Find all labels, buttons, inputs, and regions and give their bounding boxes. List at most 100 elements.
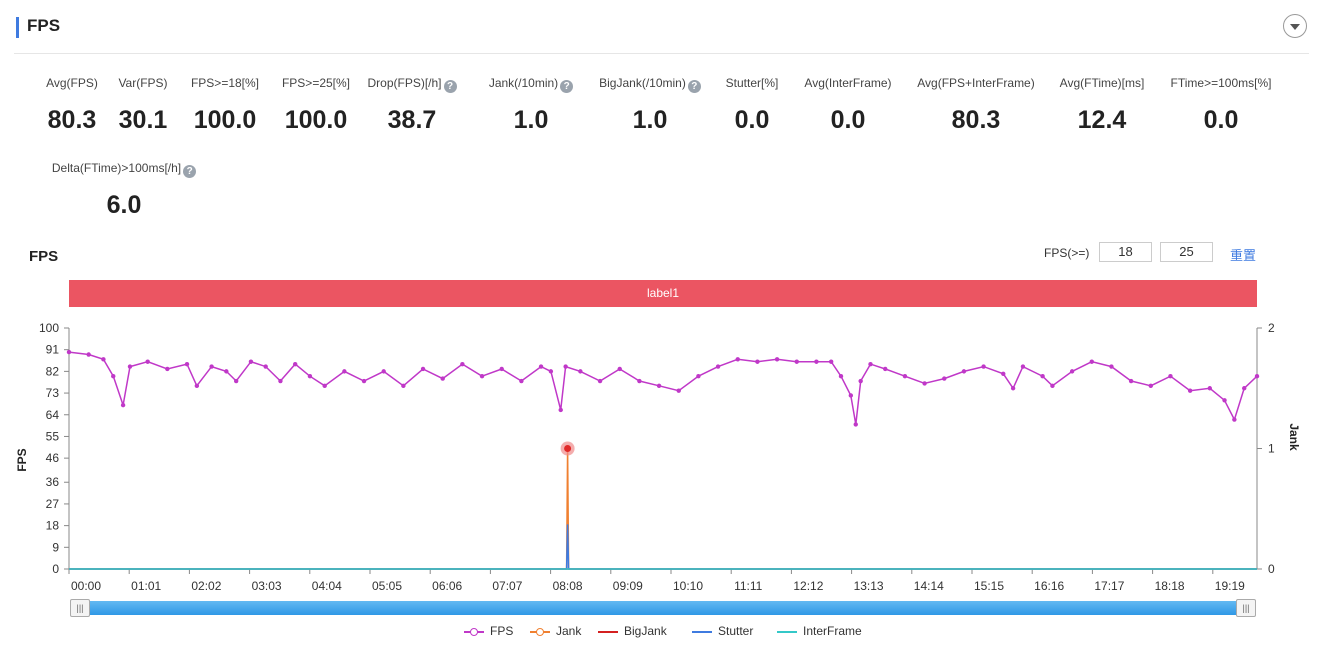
metric-6: BigJank(/10min)? 1.0 (560, 75, 740, 135)
y-tick-label-left: 91 (46, 343, 60, 357)
fps-point (361, 378, 367, 384)
header-divider (14, 53, 1309, 54)
metric-label-text: Avg(FPS+InterFrame) (917, 76, 1035, 90)
x-tick-label: 16:16 (1034, 579, 1064, 593)
help-icon[interactable]: ? (560, 80, 574, 93)
fps-point (1010, 386, 1016, 391)
accent-bar (16, 17, 19, 38)
y-tick-label-left: 27 (46, 497, 60, 511)
metric-value: 0.0 (1203, 106, 1239, 134)
chevron-down-icon[interactable] (1283, 14, 1307, 38)
y-tick-label-left: 64 (46, 408, 60, 422)
metric-label: Avg(FTime)[ms] (1012, 75, 1192, 91)
y-tick-label-left: 82 (46, 364, 60, 378)
fps-point (1050, 383, 1055, 389)
legend-marker (692, 626, 712, 638)
metric-4: Drop(FPS)[/h]? 38.7 (322, 75, 502, 135)
fps-point (578, 369, 583, 374)
zoom-handle-left[interactable]: ||| (70, 599, 90, 617)
metric-label: BigJank(/10min)? (560, 75, 740, 93)
legend-label: FPS (490, 624, 514, 638)
fps-point (548, 369, 554, 374)
fps-point (401, 383, 406, 389)
fps-point (597, 378, 603, 384)
legend-item-bigjank[interactable]: BigJank (598, 624, 667, 638)
metric-value: 1.0 (513, 106, 549, 134)
fps-point (322, 383, 327, 389)
metric-value: 6.0 (106, 191, 142, 219)
fps-point (1089, 359, 1094, 364)
metric-label-text: Jank(/10min) (488, 76, 559, 90)
fps-threshold-input-1[interactable]: 18 (1099, 242, 1152, 262)
x-tick-label: 05:05 (372, 579, 402, 593)
fps-point (868, 361, 873, 367)
section-header: FPS (0, 0, 1319, 54)
fps-point (828, 359, 834, 364)
x-tick-label: 02:02 (191, 579, 221, 593)
metric-label: FPS>=18[%] (135, 75, 315, 91)
fps-point (794, 359, 799, 364)
metric-value: 80.3 (47, 106, 97, 134)
fps-point (460, 361, 465, 367)
metric-label-text: Avg(FPS) (46, 76, 98, 90)
y-axis-label-right: Jank (1287, 423, 1301, 451)
fps-point (981, 364, 986, 369)
fps-point (942, 376, 947, 381)
y-tick-label-left: 0 (52, 562, 59, 576)
zoom-slider-track[interactable] (80, 601, 1246, 615)
fps-point (1242, 386, 1247, 391)
fps-point (86, 352, 91, 357)
legend-item-fps[interactable]: FPS (464, 624, 513, 638)
fps-point (563, 364, 568, 369)
fps-point (209, 364, 214, 369)
metric-label-text: Delta(FTime)>100ms[/h] (51, 161, 182, 175)
metric-label-text: FPS>=18[%] (190, 76, 260, 90)
metric-value: 80.3 (951, 106, 1001, 134)
help-icon[interactable]: ? (183, 165, 197, 178)
x-tick-label: 08:08 (553, 579, 583, 593)
x-tick-label: 10:10 (673, 579, 703, 593)
zoom-handle-right[interactable]: ||| (1236, 599, 1256, 617)
label-band[interactable]: label1 (69, 280, 1257, 307)
help-icon[interactable]: ? (687, 80, 701, 93)
fps-point (696, 374, 701, 379)
fps-point (883, 366, 888, 372)
metric-label: Avg(FPS) (0, 75, 162, 91)
fps-point (184, 361, 190, 367)
legend-item-stutter[interactable]: Stutter (692, 624, 753, 638)
fps-point (1001, 371, 1006, 376)
legend-item-interframe[interactable]: InterFrame (777, 624, 862, 638)
fps-point (774, 357, 780, 362)
fps-point (307, 374, 313, 379)
metric-label: FPS>=25[%] (226, 75, 406, 91)
fps-point (1148, 383, 1153, 389)
reset-link[interactable]: 重置 (1230, 248, 1257, 263)
fps-point (420, 366, 426, 372)
help-icon[interactable]: ? (443, 80, 457, 93)
metric-label-text: FPS>=25[%] (281, 76, 351, 90)
x-tick-label: 09:09 (613, 579, 643, 593)
fps-point (1168, 374, 1173, 379)
metric-11: FTime>=100ms[%] 0.0 (1131, 75, 1311, 135)
y-tick-label-right: 0 (1268, 562, 1275, 576)
fps-point (814, 359, 819, 364)
metric-value: 38.7 (387, 106, 437, 134)
legend-item-jank[interactable]: Jank (530, 624, 581, 638)
metric-0: Avg(FPS) 80.3 (0, 75, 162, 135)
chart-legend: FPS Jank BigJank Stutter InterFrame (0, 624, 1319, 640)
fps-point (838, 374, 844, 379)
metric-label: Stutter[%] (662, 75, 842, 91)
fps-point (233, 378, 239, 384)
legend-marker (777, 626, 797, 638)
fps-point (1187, 388, 1193, 393)
fps-point (715, 364, 721, 369)
metric-value: 1.0 (632, 106, 668, 134)
fps-point (538, 364, 544, 369)
fps-point (858, 378, 863, 384)
fps-point (342, 369, 347, 374)
fps-threshold-input-2[interactable]: 25 (1160, 242, 1213, 262)
fps-point (479, 374, 485, 379)
legend-label: BigJank (624, 624, 667, 638)
y-tick-label-left: 55 (46, 429, 60, 443)
legend-marker (598, 626, 618, 638)
